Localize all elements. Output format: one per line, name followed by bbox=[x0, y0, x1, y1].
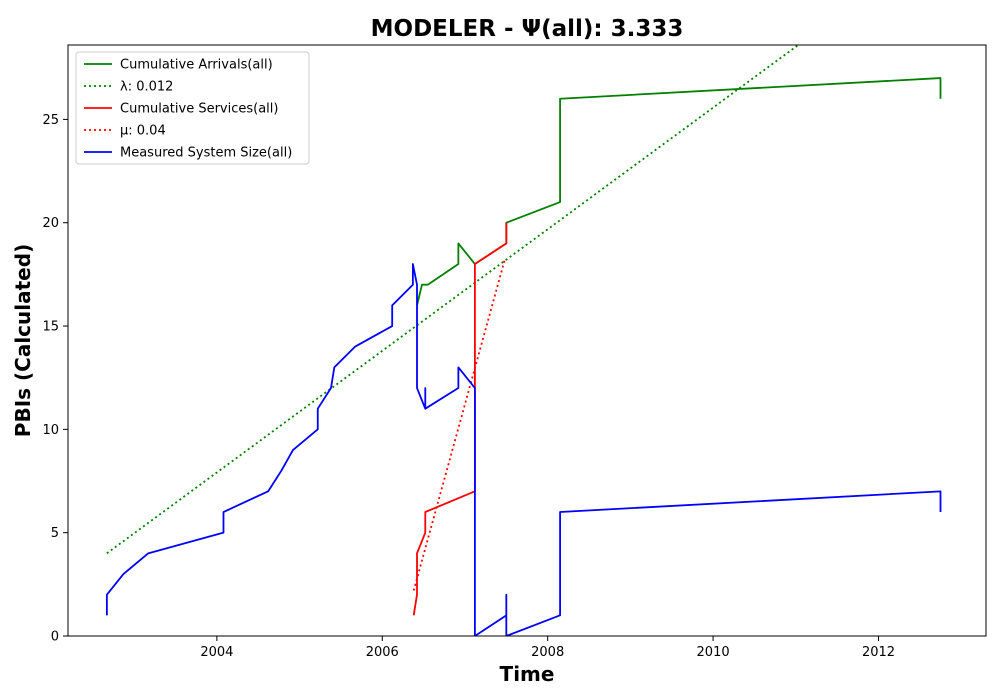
x-axis-label: Time bbox=[500, 662, 555, 686]
x-tick-label: 2012 bbox=[862, 645, 895, 660]
legend-label-5: Measured System Size(all) bbox=[120, 146, 292, 161]
chart-title: MODELER - Ψ(all): 3.333 bbox=[371, 16, 684, 42]
legend-label-2: λ: 0.012 bbox=[120, 80, 173, 95]
y-tick-label: 20 bbox=[42, 216, 59, 231]
legend-box bbox=[75, 51, 310, 165]
y-tick-label: 25 bbox=[42, 113, 59, 128]
x-tick-label: 2010 bbox=[697, 645, 730, 660]
legend-label-4: μ: 0.04 bbox=[120, 124, 166, 139]
series-line-2 bbox=[106, 45, 799, 555]
series-line-3 bbox=[412, 222, 508, 616]
y-tick-label: 0 bbox=[51, 630, 59, 645]
x-tick-label: 2008 bbox=[531, 645, 564, 660]
series-line-4 bbox=[412, 259, 506, 591]
series-layer bbox=[105, 45, 942, 636]
legend: Cumulative Arrivals(all) λ: 0.012 Cumulati… bbox=[75, 51, 310, 165]
x-tick-label: 2006 bbox=[366, 645, 399, 660]
y-tick-label: 10 bbox=[42, 423, 59, 438]
axis-ticks: 2004 2006 2008 2010 2012 0 5 10 15 20 25 bbox=[42, 113, 895, 660]
y-tick-label: 5 bbox=[51, 526, 59, 541]
series-line-5 bbox=[105, 263, 942, 636]
legend-label-3: Cumulative Services(all) bbox=[120, 102, 278, 117]
legend-label-1: Cumulative Arrivals(all) bbox=[120, 58, 273, 73]
y-axis-label: PBIs (Calculated) bbox=[11, 244, 35, 437]
x-tick-label: 2004 bbox=[200, 645, 233, 660]
plot-frame bbox=[67, 44, 987, 637]
y-tick-label: 15 bbox=[42, 320, 59, 335]
series-line-1 bbox=[416, 77, 942, 306]
